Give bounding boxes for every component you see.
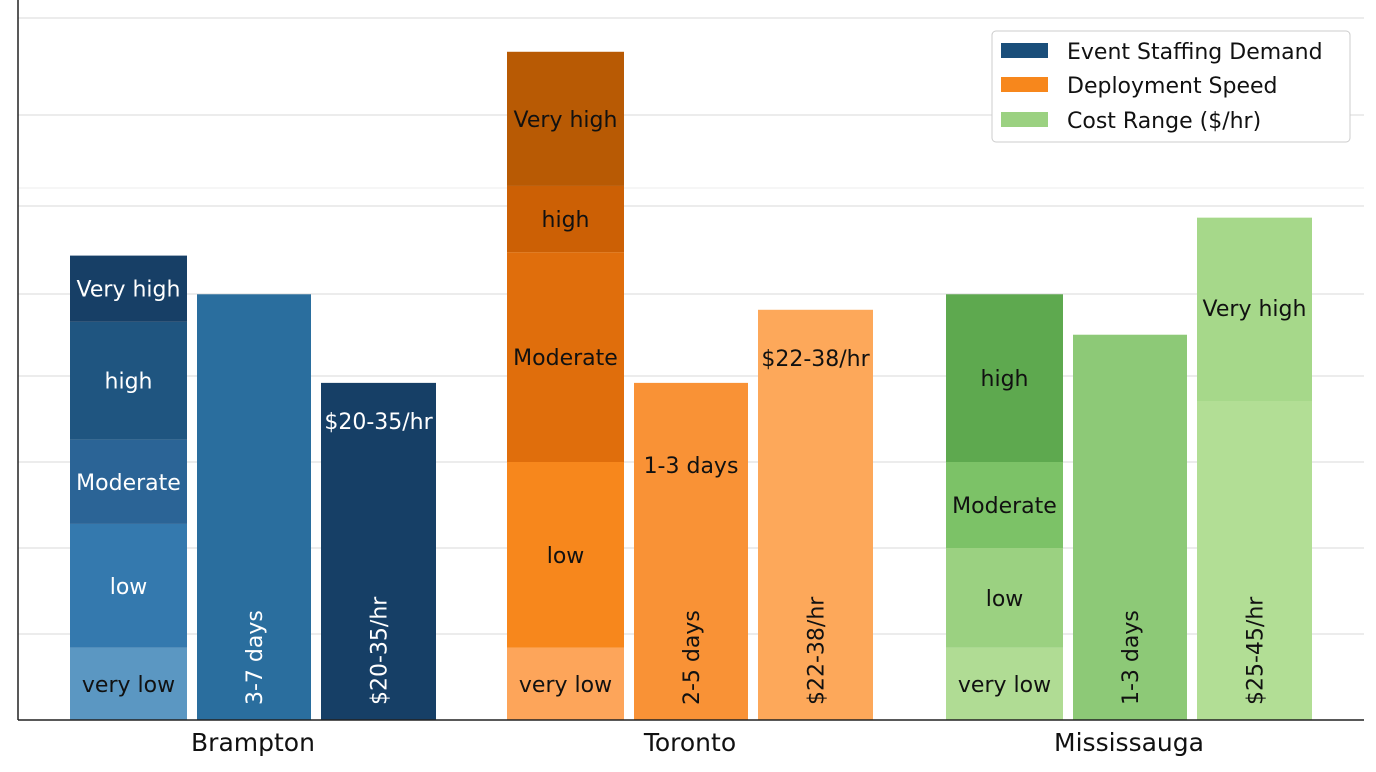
bar: [321, 382, 436, 720]
bar: [1073, 334, 1187, 720]
legend-swatch: [1001, 43, 1048, 58]
bar-rotated-label: 2-5 days: [680, 610, 705, 705]
legend-box: [991, 30, 1351, 143]
legend-label: Event Staffing Demand: [1067, 40, 1323, 65]
bar: [634, 382, 748, 720]
segment-label: high: [542, 208, 590, 233]
x-tick-label: Toronto: [643, 728, 736, 757]
bar-segment: [946, 548, 1063, 648]
segment-label: low: [110, 575, 148, 600]
bar-segment: [70, 255, 187, 322]
bar-rotated-label: 1-3 days: [1119, 610, 1144, 705]
bar-segment: [507, 462, 624, 648]
x-tick-label: Mississauga: [1054, 728, 1204, 757]
bar-segment: [946, 462, 1063, 548]
bar-upper-segment: [1197, 217, 1312, 401]
legend: Event Staffing Demand Deployment Speed C…: [991, 30, 1351, 143]
bar-segment: [507, 252, 624, 462]
segment-label: very low: [519, 673, 612, 698]
bar-segment: [507, 647, 624, 720]
bars: very low low Moderate high Very high 3-7 days…: [70, 51, 1312, 720]
bar-segment: [70, 523, 187, 648]
bar-rotated-label: $20-35/hr: [368, 596, 393, 705]
bar-rotated-label: 3-7 days: [243, 610, 268, 705]
legend-swatch: [1001, 77, 1048, 92]
segment-label: high: [105, 370, 153, 395]
bar-segment: [507, 185, 624, 253]
bar-rotated-label: $22-38/hr: [805, 596, 830, 705]
bar-segment: [70, 647, 187, 720]
bar-top-label: Very high: [1203, 297, 1307, 322]
segment-label: Moderate: [513, 346, 618, 371]
segment-label: Moderate: [952, 494, 1057, 519]
bar-segment: [70, 439, 187, 524]
bar-top-label: 1-3 days: [644, 454, 739, 479]
segment-label: low: [986, 587, 1024, 612]
legend-label: Cost Range ($/hr): [1067, 109, 1261, 134]
x-tick-label: Brampton: [191, 728, 315, 757]
bar-rotated-label: $25-45/hr: [1244, 596, 1269, 705]
segment-label: Very high: [514, 108, 618, 133]
x-tick-labels: Brampton Toronto Mississauga: [191, 728, 1204, 757]
bar: [758, 309, 873, 720]
bar-segment: [946, 294, 1063, 462]
bar-top-label: $20-35/hr: [324, 410, 433, 435]
segment-label: high: [981, 367, 1029, 392]
bar-segment: [70, 321, 187, 440]
legend-swatch: [1001, 112, 1048, 127]
bar-segment: [946, 647, 1063, 720]
bar: [197, 294, 311, 720]
bar-top-label: $22-38/hr: [761, 347, 870, 372]
legend-label: Deployment Speed: [1067, 74, 1278, 99]
segment-label: low: [547, 544, 585, 569]
segment-label: very low: [82, 673, 175, 698]
segment-label: Very high: [77, 278, 181, 303]
bar-segment: [507, 51, 624, 186]
segment-label: Moderate: [76, 471, 181, 496]
segment-label: very low: [958, 673, 1051, 698]
